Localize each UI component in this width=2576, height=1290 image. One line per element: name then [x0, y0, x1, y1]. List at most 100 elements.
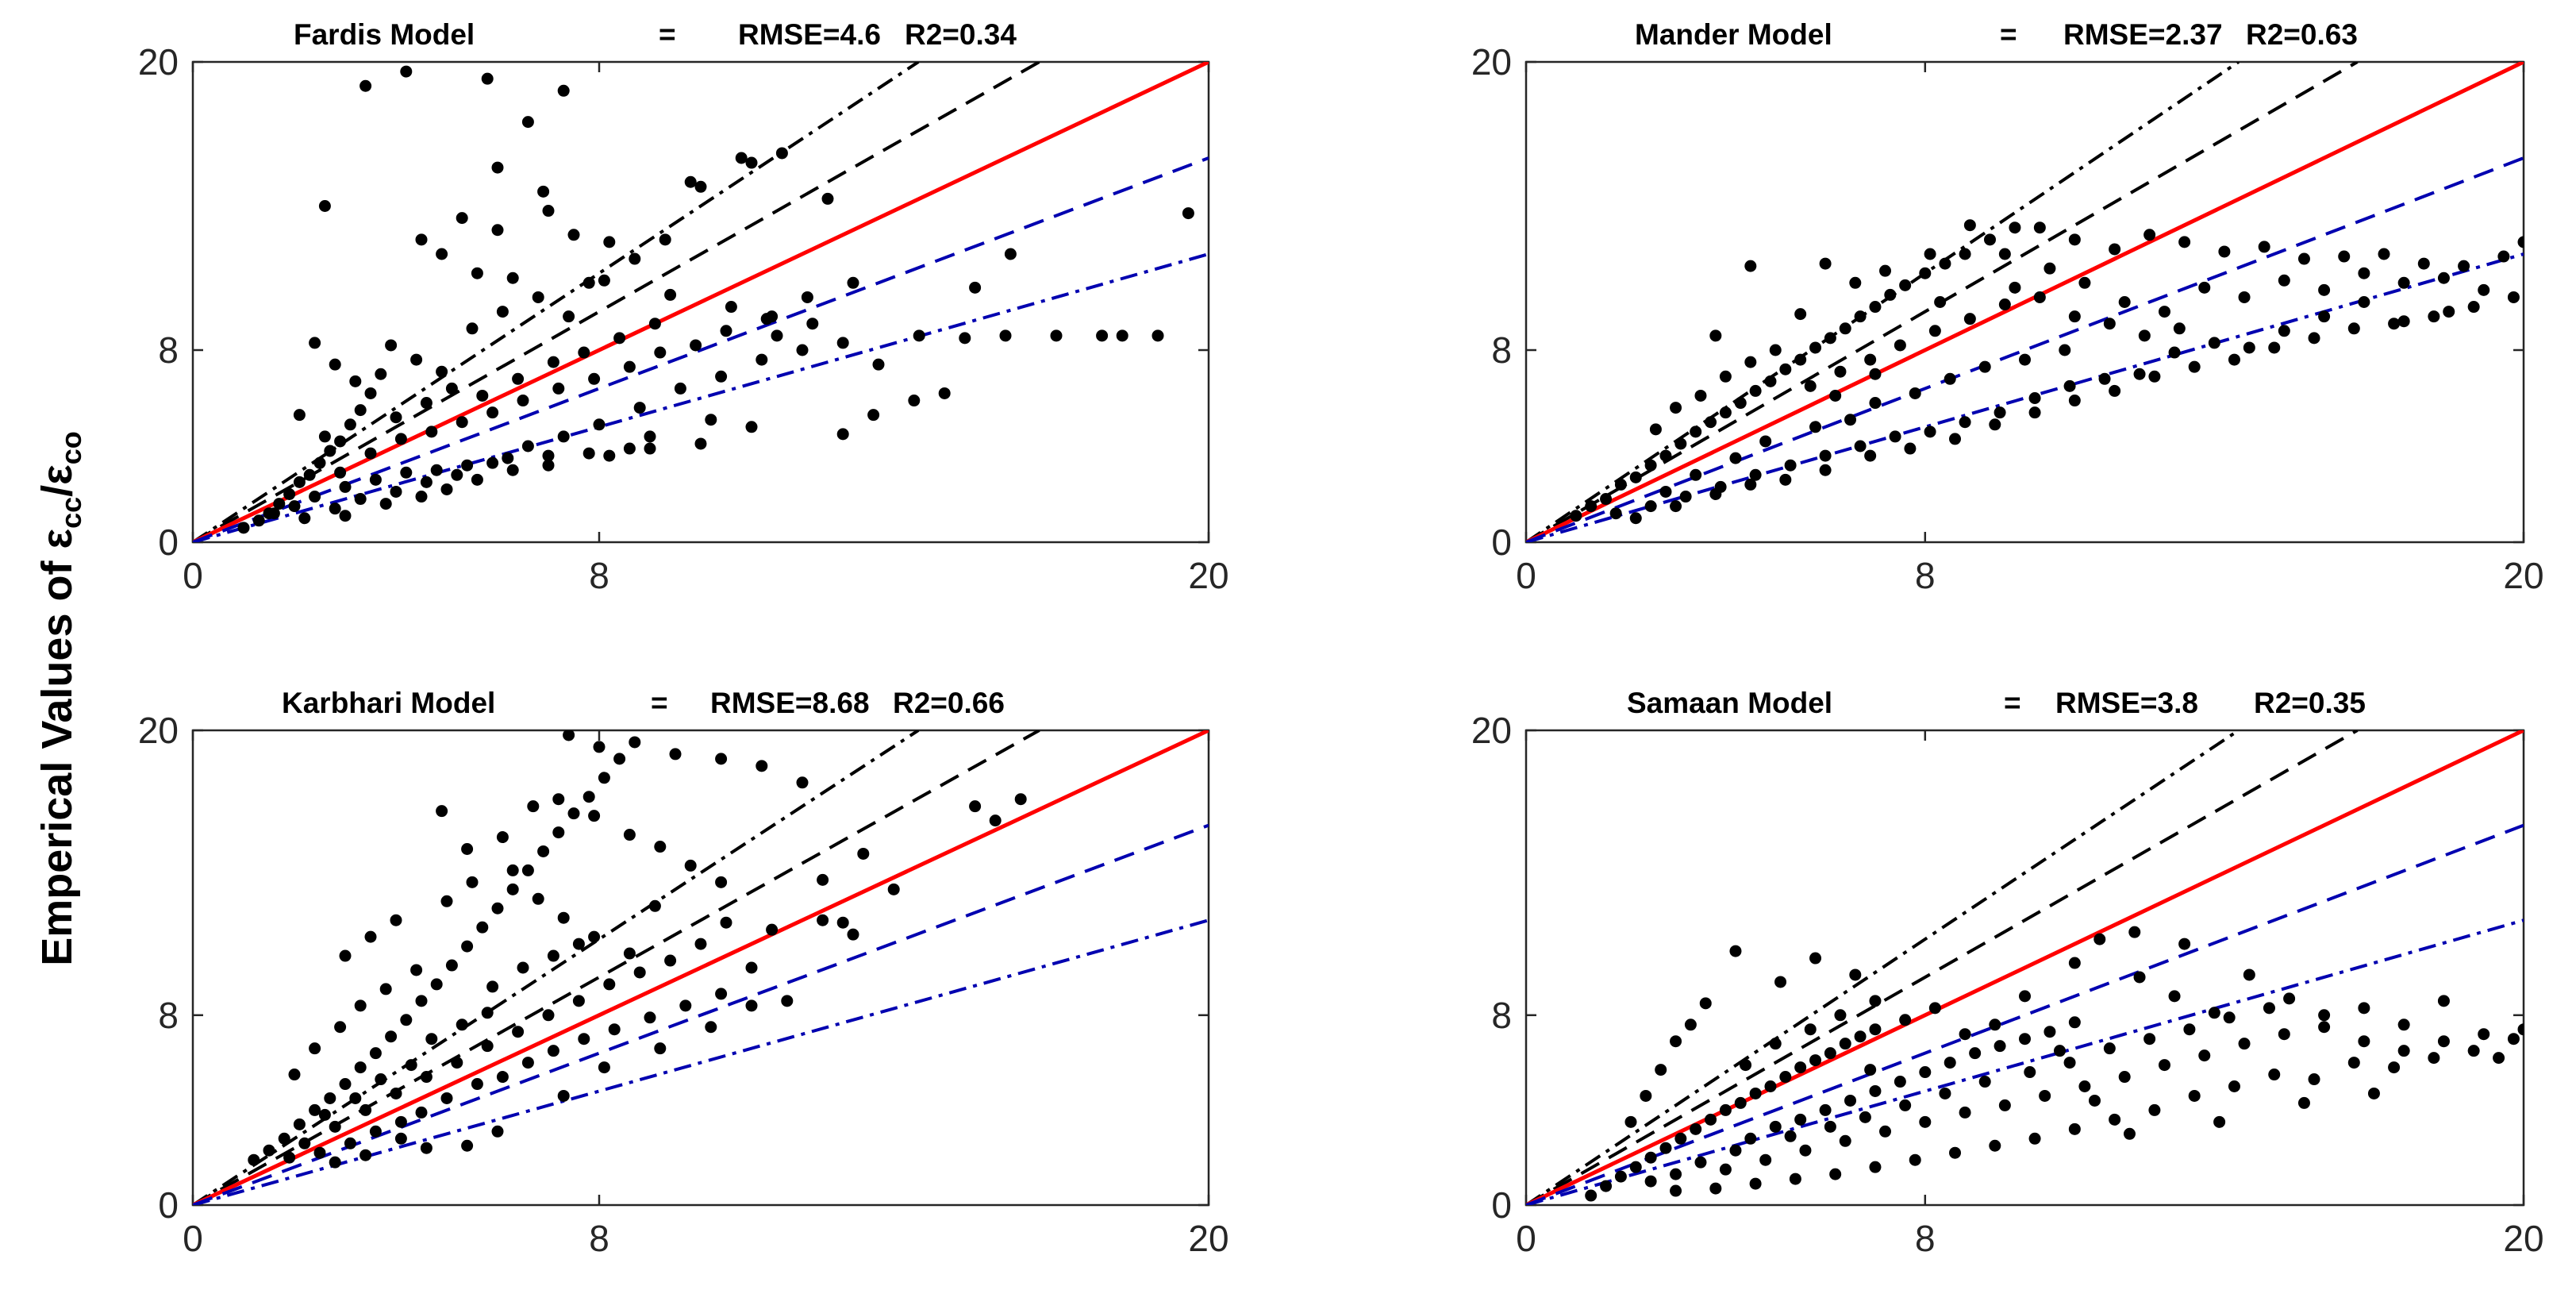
scatter-point	[390, 1087, 402, 1099]
scatter-point	[1719, 1163, 1732, 1176]
x-tick-label: 8	[589, 1218, 609, 1259]
scatter-point	[1182, 207, 1194, 220]
scatter-point	[745, 156, 758, 169]
scatter-point	[1884, 288, 1897, 301]
y-axis-label-text: Emperical Values of εcc/εco	[33, 431, 88, 966]
scatter-point	[400, 65, 413, 78]
scatter-point	[486, 980, 499, 993]
scatter-point	[598, 1061, 610, 1074]
scatter-point	[364, 387, 377, 399]
scatter-point	[2188, 1089, 2201, 1102]
scatter-point	[1649, 423, 1662, 436]
scatter-point	[354, 999, 367, 1012]
y-tick-label: 20	[1471, 710, 1512, 751]
scatter-point	[278, 1132, 290, 1145]
scatter-point	[913, 329, 925, 342]
panel-title-rmse: RMSE=3.8	[2055, 687, 2198, 719]
y-axis-label-sub-cc: cc	[54, 496, 87, 529]
panel-1: 0 8 20 0 8 20 Fardis Model = RMSE=4.6 R2=0.34	[138, 18, 1229, 596]
scatter-point	[440, 1092, 453, 1104]
scatter-point	[425, 426, 438, 438]
panel-title-equals: =	[659, 18, 676, 51]
scatter-point	[2063, 379, 2076, 392]
panel-title-r2: R2=0.35	[2254, 687, 2366, 719]
scatter-point	[1794, 1113, 1807, 1126]
scatter-point	[806, 318, 819, 330]
reference-line-ideal	[193, 730, 1209, 1205]
scatter-point	[471, 1078, 483, 1091]
scatter-point	[324, 445, 336, 457]
scatter-point	[1744, 478, 1757, 491]
scatter-point	[1670, 402, 1682, 414]
scatter-point	[2168, 346, 2181, 359]
scatter-point	[491, 224, 504, 237]
scatter-point	[2228, 1080, 2240, 1092]
scatter-point	[1939, 1087, 1951, 1099]
scatter-point	[298, 1137, 311, 1149]
scatter-point	[491, 1125, 504, 1138]
scatter-point	[537, 845, 550, 857]
scatter-point	[593, 418, 606, 431]
scatter-point	[1909, 1153, 1921, 1166]
scatter-point	[684, 859, 697, 872]
scatter-point	[669, 748, 682, 761]
scatter-point	[252, 514, 265, 527]
scatter-point	[481, 72, 494, 85]
reference-line-plus20pct	[1526, 730, 2359, 1205]
scatter-point	[2128, 926, 2141, 938]
scatter-point	[2109, 1113, 2121, 1126]
scatter-point	[349, 375, 362, 387]
scatter-point	[2517, 236, 2524, 248]
scatter-point	[1849, 276, 1862, 289]
scatter-point	[1969, 1047, 1982, 1060]
scatter-point	[491, 902, 504, 915]
scatter-point	[593, 741, 606, 753]
panel-title-equals: =	[2000, 18, 2017, 51]
scatter-point	[603, 449, 616, 462]
scatter-point	[1719, 1103, 1732, 1116]
scatter-point	[415, 1106, 428, 1119]
scatter-point	[694, 180, 707, 193]
scatter-point	[623, 829, 636, 841]
x-tick-label: 8	[1915, 555, 1936, 596]
scatter-point	[521, 440, 534, 452]
scatter-point	[1924, 248, 1936, 260]
scatter-point	[390, 485, 402, 498]
scatter-point	[440, 895, 453, 907]
scatter-point	[547, 1045, 559, 1057]
scatter-point	[547, 949, 559, 962]
scatter-point	[1744, 260, 1757, 272]
scatter-point	[1629, 1161, 1642, 1173]
scatter-point	[2109, 384, 2121, 397]
scatter-point	[1585, 500, 1598, 513]
scatter-point	[2148, 1103, 2161, 1116]
scatter-point	[415, 233, 428, 246]
scatter-point	[2138, 329, 2151, 342]
scatter-point	[445, 959, 458, 972]
scatter-point	[313, 1146, 326, 1159]
scatter-point	[2009, 221, 2021, 234]
scatter-point	[471, 473, 483, 486]
scatter-point	[1709, 1182, 1722, 1195]
scatter-point	[1614, 1170, 1627, 1183]
scatter-point	[1600, 1180, 1613, 1192]
scatter-point	[2243, 341, 2255, 354]
scatter-point	[2103, 318, 2116, 330]
scatter-point	[623, 442, 636, 455]
scatter-point	[2148, 370, 2161, 383]
reference-line-minus40pct	[1526, 918, 2524, 1205]
scatter-point	[588, 930, 601, 943]
scatter-point	[1809, 341, 1822, 354]
scatter-point	[318, 1108, 331, 1121]
scatter-point	[1774, 976, 1787, 988]
scatter-point	[572, 938, 585, 950]
scatter-point	[1674, 1132, 1687, 1145]
scatter-point	[410, 964, 423, 976]
scatter-point	[344, 1137, 356, 1149]
x-tick-label: 20	[1188, 555, 1228, 596]
scatter-point	[2258, 241, 2270, 253]
scatter-point	[2178, 236, 2191, 248]
scatter-point	[867, 409, 880, 422]
scatter-point	[715, 753, 728, 765]
scatter-point	[309, 491, 321, 503]
